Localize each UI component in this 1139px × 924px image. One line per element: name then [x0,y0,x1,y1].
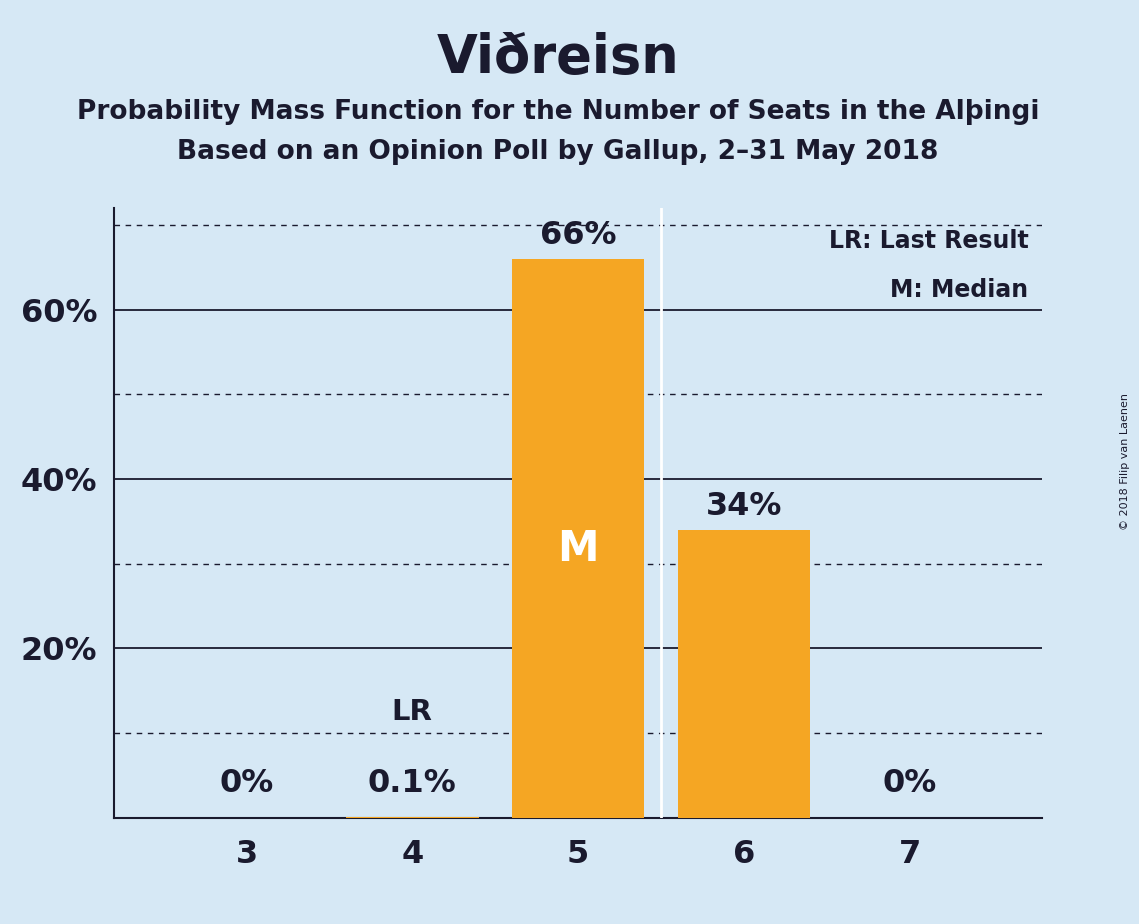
Text: 34%: 34% [706,492,782,522]
Text: 0%: 0% [883,769,936,799]
Text: LR: LR [392,699,433,726]
Text: Viðreisn: Viðreisn [436,32,680,84]
Text: LR: Last Result: LR: Last Result [828,229,1029,253]
Text: 0.1%: 0.1% [368,769,457,799]
Text: M: Median: M: Median [891,278,1029,302]
Text: Based on an Opinion Poll by Gallup, 2–31 May 2018: Based on an Opinion Poll by Gallup, 2–31… [178,139,939,164]
Text: Probability Mass Function for the Number of Seats in the Alþingi: Probability Mass Function for the Number… [76,99,1040,125]
Text: © 2018 Filip van Laenen: © 2018 Filip van Laenen [1120,394,1130,530]
Text: 66%: 66% [540,220,616,251]
Text: M: M [557,529,599,570]
Bar [511,259,645,818]
Text: 0%: 0% [220,769,273,799]
Bar [678,529,810,818]
